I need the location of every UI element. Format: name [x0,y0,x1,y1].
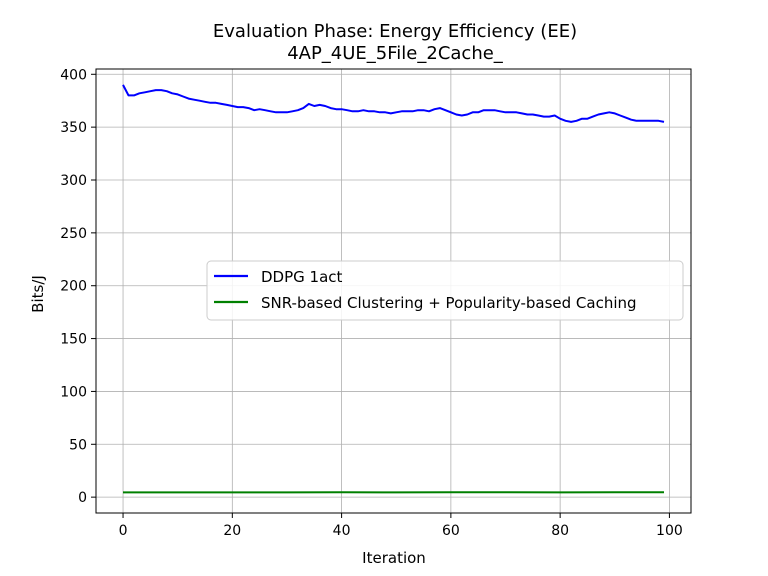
legend: DDPG 1act SNR-based Clustering + Popular… [206,260,684,321]
y-tick-label: 100 [60,384,87,400]
x-tick-label: 20 [223,523,241,539]
legend-label-baseline: SNR-based Clustering + Popularity-based … [261,294,637,312]
y-tick-label: 150 [60,332,87,348]
plot-lines [122,84,665,494]
series-line-0 [122,84,665,123]
x-tick-label: 40 [333,523,351,539]
legend-label-ddpg: DDPG 1act [261,268,343,286]
y-tick-label: 50 [69,437,87,453]
y-tick-label: 200 [60,279,87,295]
x-axis-label: Iteration [362,549,426,567]
chart-subtitle: 4AP_4UE_5File_2Cache_ [287,43,504,64]
axes-frame [95,68,692,514]
x-tick-label: 0 [119,523,128,539]
y-axis-label: Bits/J [29,275,47,313]
chart-title: Evaluation Phase: Energy Efficiency (EE) [213,21,577,42]
y-tick-label: 250 [60,226,87,242]
x-tick-label: 80 [551,523,569,539]
y-tick-label: 350 [60,120,87,136]
x-tick-label: 100 [656,523,683,539]
legend-box [206,260,684,321]
y-tick-label: 0 [78,490,87,506]
axis-ticks: 0 20 40 60 80 100 0 50 100 150 200 250 300 350 400 [60,67,683,539]
x-tick-label: 60 [442,523,460,539]
y-tick-label: 400 [60,67,87,83]
y-tick-label: 300 [60,173,87,189]
